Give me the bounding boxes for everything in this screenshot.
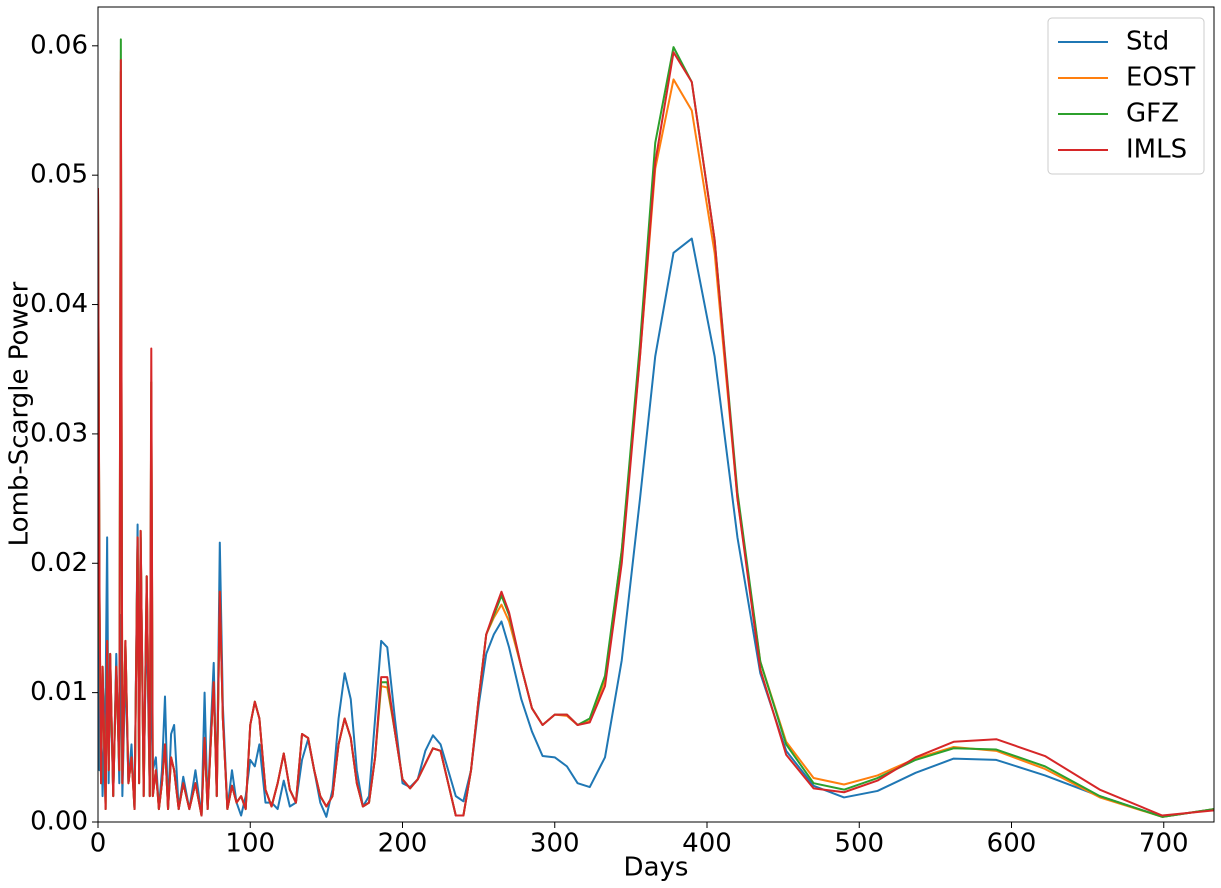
y-tick-label: 0.02: [30, 548, 88, 578]
legend-label: EOST: [1126, 63, 1195, 93]
x-tick-label: 300: [530, 829, 580, 859]
x-tick-label: 400: [682, 829, 732, 859]
series-line: [98, 188, 1214, 818]
x-tick-label: 700: [1139, 829, 1189, 859]
y-tick-label: 0.03: [30, 418, 88, 448]
y-tick-label: 0.05: [30, 160, 88, 190]
x-axis-label: Days: [624, 853, 689, 883]
x-tick-label: 500: [834, 829, 884, 859]
y-axis-label: Lomb-Scargle Power: [5, 281, 35, 546]
series-line: [98, 70, 1214, 818]
y-tick-label: 0.01: [30, 677, 88, 707]
y-tick-label: 0.00: [30, 807, 88, 837]
x-tick-label: 200: [378, 829, 428, 859]
legend-box: [1047, 17, 1205, 175]
series-line: [98, 51, 1214, 817]
x-tick-label: 0: [90, 829, 107, 859]
y-tick-label: 0.06: [30, 30, 88, 60]
legend-label: IMLS: [1126, 135, 1187, 165]
x-tick-label: 100: [225, 829, 275, 859]
legend-label: Std: [1126, 27, 1169, 57]
y-tick-label: 0.04: [30, 289, 88, 319]
plot-frame: [97, 6, 1215, 823]
legend-label: GFZ: [1126, 99, 1179, 129]
x-tick-label: 600: [987, 829, 1037, 859]
